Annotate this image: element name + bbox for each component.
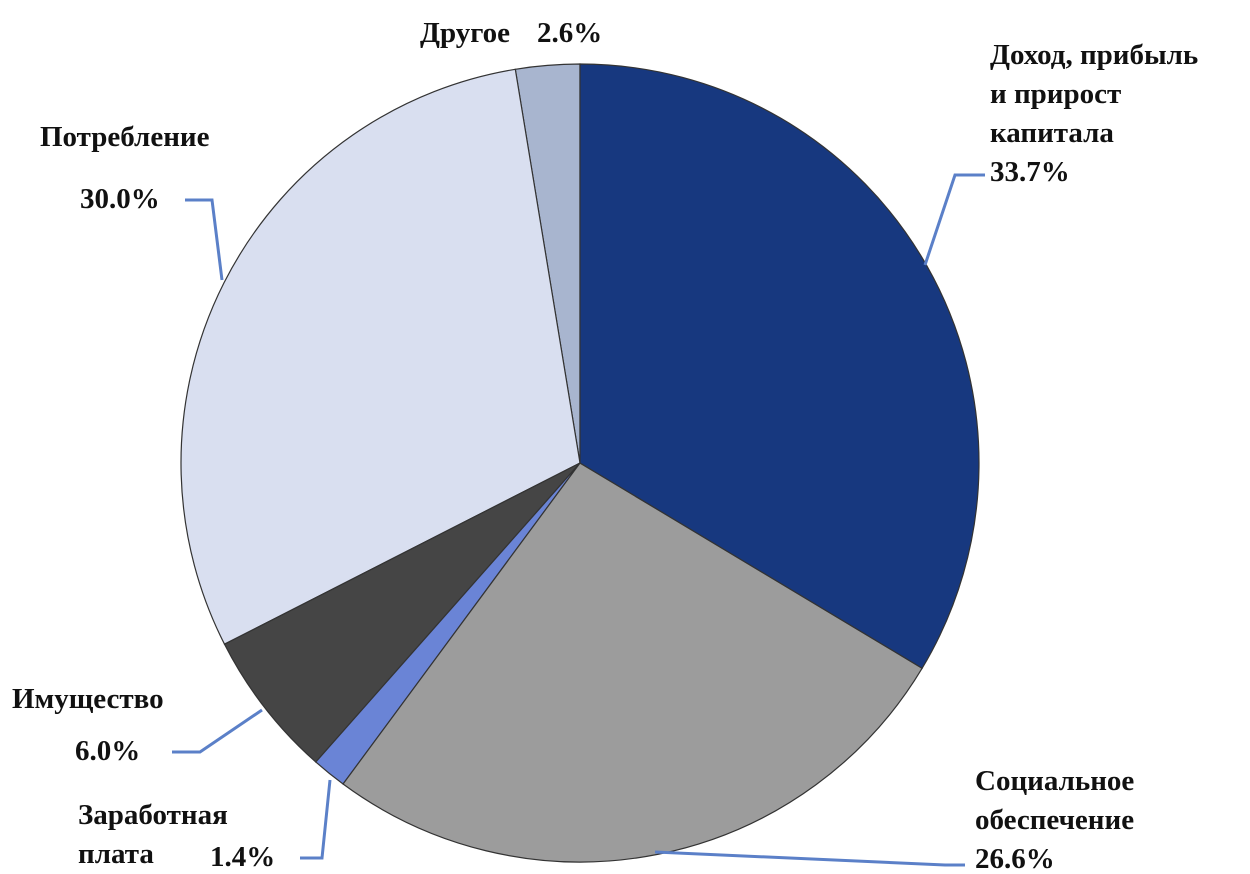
pie-slice	[180, 68, 581, 646]
slice-label: Заработная плата	[78, 799, 228, 870]
slice-label: Другое	[420, 17, 511, 49]
leader-line	[172, 708, 263, 754]
leader-line	[654, 850, 965, 867]
leader-line	[300, 779, 332, 860]
leader-line	[185, 198, 224, 281]
pie-slice	[579, 63, 980, 670]
pie-slice	[342, 462, 923, 863]
slice-label: Потребление	[40, 121, 210, 153]
value-label: 1.4%	[210, 841, 276, 873]
value-label: 33.7%	[990, 156, 1070, 188]
slice-label: Доход, прибыль и прирост капитала	[990, 39, 1199, 149]
value-label: 6.0%	[75, 735, 141, 767]
slice-label: Имущество	[12, 683, 164, 715]
leader-line	[923, 173, 985, 266]
value-label: 2.6%	[537, 17, 603, 49]
pie-slice	[223, 462, 581, 763]
slice-label: Социальное обеспечение	[975, 765, 1135, 836]
value-label: 26.6%	[975, 843, 1055, 874]
value-label: 30.0%	[80, 183, 160, 215]
